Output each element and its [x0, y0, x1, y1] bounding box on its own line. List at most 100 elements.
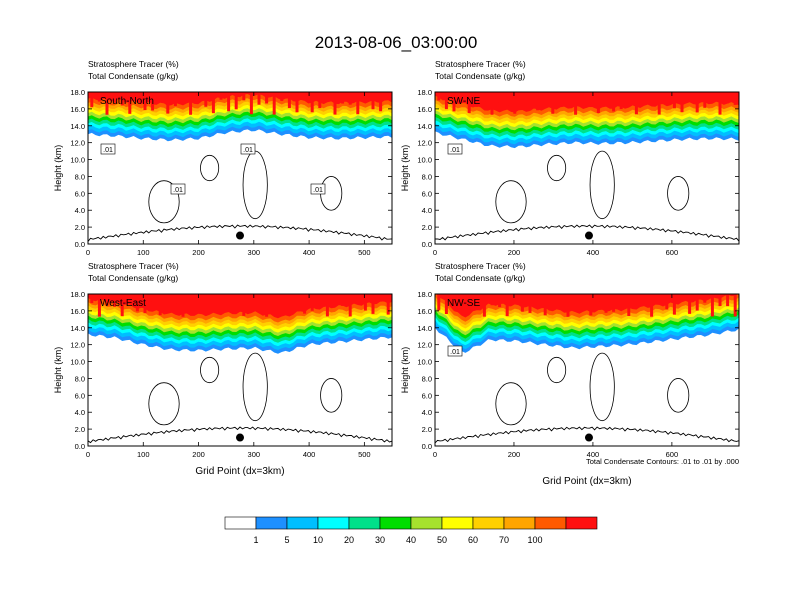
- colorbar-box: [410, 516, 443, 530]
- y-tick-label: 8.0: [422, 172, 432, 181]
- colorbar-box: [503, 516, 536, 530]
- condensate-contour: [148, 180, 180, 224]
- y-axis-label: Height (km): [53, 145, 63, 192]
- x-tick-label: 200: [508, 450, 521, 459]
- contour-label-box: [447, 143, 463, 155]
- y-tick-label: 4.0: [75, 408, 85, 417]
- condensate-contour: [589, 352, 615, 422]
- x-tick-label: 200: [508, 248, 521, 257]
- tracer-band-11: [88, 294, 392, 319]
- tracer-band-11: [435, 294, 739, 318]
- figure-title: 2013-08-06_03:00:00: [315, 33, 478, 52]
- x-tick-label: 300: [248, 450, 261, 459]
- condensate-contour: [589, 150, 615, 220]
- condensate-contour: [495, 382, 527, 426]
- panel-sw-ne: Stratosphere Tracer (%) Total Condensate …: [400, 59, 740, 257]
- y-tick-label: 16.0: [70, 307, 85, 316]
- y-tick-label: 14.0: [417, 324, 432, 333]
- contour-label-box: [100, 143, 116, 155]
- colorbar-box: [565, 516, 598, 530]
- plot-area: .01: [435, 294, 739, 446]
- x-tick-label: 400: [587, 248, 600, 257]
- y-tick-label: 4.0: [422, 408, 432, 417]
- tracer-band-11: [435, 92, 739, 113]
- x-axis-label: Grid Point (dx=3km): [195, 466, 284, 477]
- x-tick-label: 500: [358, 248, 371, 257]
- y-axis-label: Height (km): [400, 347, 410, 394]
- y-tick-label: 10.0: [70, 358, 85, 367]
- colorbar-label: 100: [527, 535, 542, 545]
- condensate-contour: [667, 176, 690, 211]
- colorbar-box: [255, 516, 288, 530]
- contour-label: .01: [313, 187, 323, 194]
- x-tick-label: 600: [666, 450, 679, 459]
- y-axis-label: Height (km): [53, 347, 63, 394]
- x-tick-label: 100: [137, 450, 150, 459]
- contour-note: Total Condensate Contours: .01 to .01 by…: [586, 457, 739, 466]
- condensate-contour: [547, 154, 567, 182]
- condensate-contour: [667, 378, 690, 413]
- contour-label-box: [240, 143, 256, 155]
- colorbar-box: [441, 516, 474, 530]
- panel-name: South-North: [100, 96, 154, 107]
- y-tick-label: 8.0: [75, 374, 85, 383]
- contour-label-box: [310, 183, 326, 195]
- colorbar-label: 1: [253, 535, 258, 545]
- panel-name: West-East: [100, 298, 146, 309]
- panel-header-tracer: Stratosphere Tracer (%): [88, 59, 179, 69]
- y-tick-label: 8.0: [75, 172, 85, 181]
- plot-frame: [434, 293, 740, 447]
- colorbar-label: 60: [468, 535, 478, 545]
- colorbar-box: [379, 516, 412, 530]
- colorbar-label: 30: [375, 535, 385, 545]
- colorbar-box: [534, 516, 567, 530]
- panel-header-tracer: Stratosphere Tracer (%): [435, 261, 526, 271]
- x-tick-label: 200: [192, 450, 205, 459]
- contour-label: .01: [243, 147, 253, 154]
- plot-frame: [87, 293, 393, 447]
- x-tick-label: 100: [137, 248, 150, 257]
- x-tick-label: 200: [192, 248, 205, 257]
- location-marker: [584, 433, 593, 442]
- colorbar-box: [348, 516, 381, 530]
- x-axis-label: Grid Point (dx=3km): [542, 476, 631, 487]
- y-tick-label: 6.0: [422, 391, 432, 400]
- y-tick-label: 10.0: [417, 358, 432, 367]
- y-tick-label: 0.0: [75, 442, 85, 451]
- y-tick-label: 18.0: [417, 88, 432, 97]
- x-tick-label: 400: [303, 248, 316, 257]
- plot-area: .01: [435, 92, 739, 244]
- colorbar-label: 10: [313, 535, 323, 545]
- x-tick-label: 400: [303, 450, 316, 459]
- terrain-line: [435, 224, 739, 242]
- condensate-contour: [495, 180, 527, 224]
- condensate-contour: [320, 378, 343, 413]
- location-marker: [236, 433, 244, 442]
- y-tick-label: 14.0: [70, 122, 85, 131]
- y-tick-label: 18.0: [70, 88, 85, 97]
- y-tick-label: 18.0: [417, 290, 432, 299]
- y-tick-label: 10.0: [417, 156, 432, 165]
- panel-header-tracer: Stratosphere Tracer (%): [435, 59, 526, 69]
- colorbar-box: [224, 516, 257, 530]
- y-tick-label: 0.0: [75, 240, 85, 249]
- contour-label: .01: [450, 147, 460, 154]
- contour-label: .01: [450, 349, 460, 356]
- colorbar-box: [286, 516, 319, 530]
- x-tick-label: 500: [358, 450, 371, 459]
- contour-label-box: [170, 183, 186, 195]
- y-axis-label: Height (km): [400, 145, 410, 192]
- y-tick-label: 8.0: [422, 374, 432, 383]
- condensate-contour: [200, 356, 220, 384]
- contour-label: .01: [173, 187, 183, 194]
- location-marker: [236, 231, 244, 240]
- terrain-line: [88, 224, 392, 242]
- y-tick-label: 4.0: [75, 206, 85, 215]
- y-tick-label: 16.0: [70, 105, 85, 114]
- y-tick-label: 6.0: [75, 391, 85, 400]
- y-tick-label: 6.0: [422, 189, 432, 198]
- panel-name: NW-SE: [447, 298, 480, 309]
- plot-area: [88, 294, 392, 446]
- panel-header-condensate: Total Condensate (g/kg): [435, 71, 525, 81]
